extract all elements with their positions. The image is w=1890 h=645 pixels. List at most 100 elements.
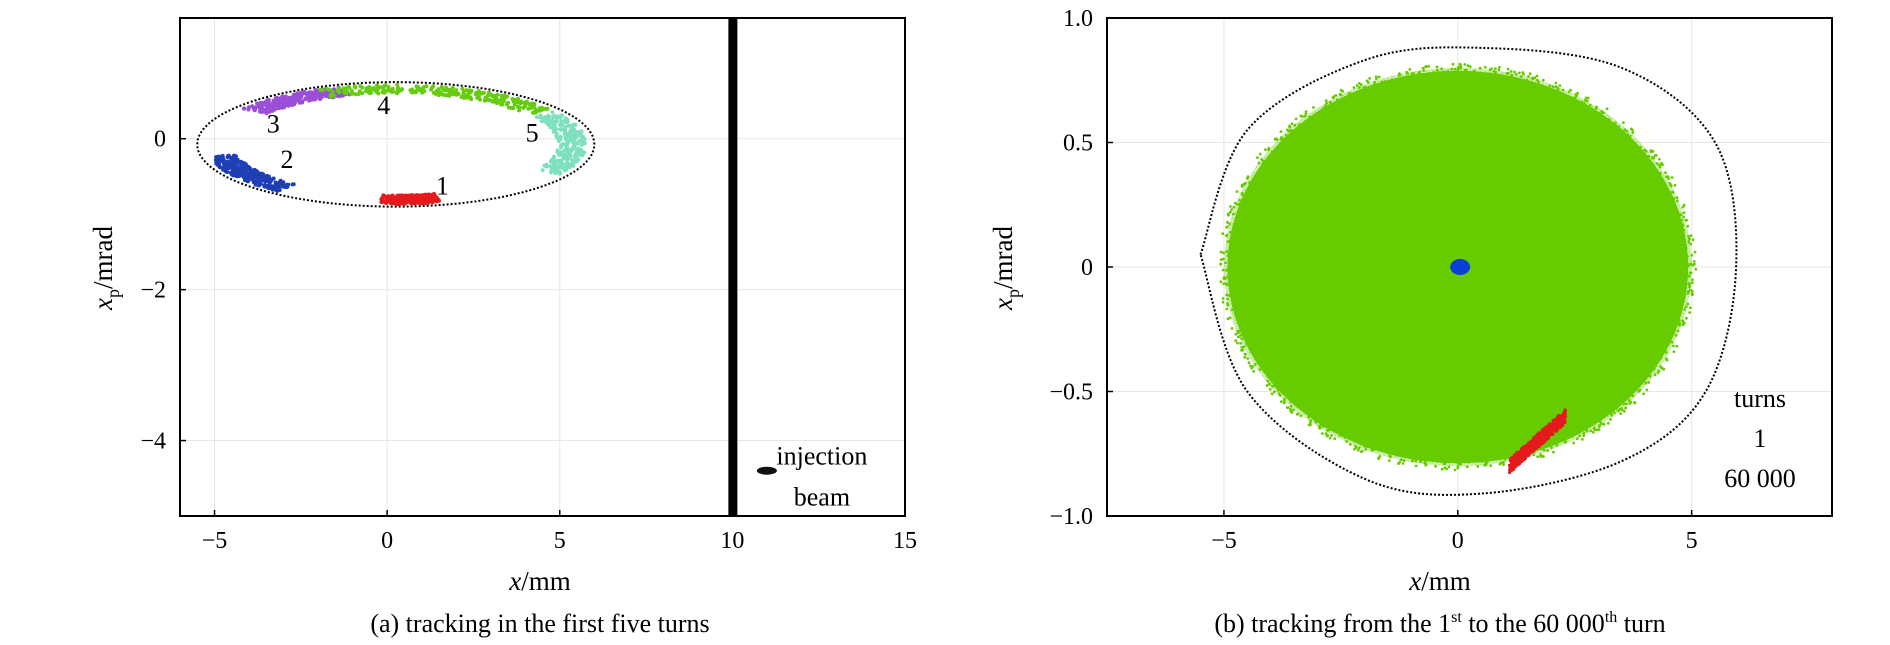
- turn-5-particle: [565, 132, 570, 136]
- injection-label: injection: [776, 442, 867, 471]
- particle: [1363, 85, 1366, 89]
- turn-2-particle: [225, 170, 230, 174]
- turn-5-particle: [554, 116, 559, 120]
- turn-1-particle: [1541, 431, 1545, 435]
- particle: [1241, 331, 1245, 335]
- particle: [1294, 117, 1298, 121]
- particle: [1654, 360, 1658, 364]
- panel-a-caption: (a) tracking in the first five turns: [370, 609, 709, 638]
- turn-5-particle: [572, 122, 577, 127]
- turn-2-particle: [234, 173, 238, 178]
- turn-5-particle: [568, 152, 573, 157]
- particle: [1359, 83, 1363, 87]
- particle: [1673, 183, 1677, 187]
- turn-4-particle: [465, 95, 470, 100]
- particle: [1296, 412, 1300, 416]
- turn-4-particle: [396, 86, 401, 91]
- turn-2-particle: [282, 185, 287, 189]
- particle: [1686, 224, 1690, 228]
- particle: [1301, 405, 1304, 409]
- particle: [1551, 85, 1555, 88]
- particle: [1584, 96, 1588, 100]
- turn-3-arc: [241, 85, 352, 116]
- particle: [1293, 123, 1297, 127]
- turn-5-particle: [554, 127, 559, 131]
- particle: [1251, 344, 1255, 348]
- particle: [1683, 275, 1686, 278]
- turn-1-particle: [1534, 444, 1538, 448]
- y-tick-label: −4: [140, 429, 166, 455]
- turn-4-particle: [349, 88, 354, 93]
- particle: [1333, 437, 1337, 441]
- particle: [1270, 150, 1274, 154]
- particle: [1626, 133, 1629, 137]
- legend-entry-turn-1: 1: [1754, 424, 1767, 453]
- turn-4-particle: [395, 82, 400, 87]
- turn-4-particle: [510, 97, 515, 101]
- particle: [1682, 288, 1686, 292]
- y-tick-label: 0.5: [1063, 131, 1093, 157]
- particle: [1235, 213, 1239, 216]
- turn-1-particle: [417, 200, 421, 205]
- particle: [1357, 446, 1361, 450]
- turn-5-particle: [581, 138, 586, 143]
- particle: [1664, 350, 1668, 354]
- particle: [1226, 240, 1230, 244]
- particle: [1416, 73, 1420, 77]
- particle: [1684, 272, 1687, 276]
- particle: [1402, 459, 1406, 462]
- particle: [1569, 88, 1573, 92]
- particle: [1617, 409, 1620, 413]
- turn-2-particle: [247, 175, 252, 180]
- turn-label-2: 2: [281, 145, 294, 174]
- particle: [1453, 67, 1457, 71]
- particle: [1673, 213, 1676, 217]
- turn-1-particle: [1559, 421, 1563, 425]
- turn-5-particle: [555, 148, 560, 153]
- particle: [1576, 100, 1580, 103]
- particle: [1377, 75, 1381, 79]
- particle: [1555, 444, 1559, 447]
- turn-4-particle: [448, 87, 453, 92]
- particle: [1443, 466, 1447, 469]
- particle: [1339, 432, 1343, 436]
- particle: [1342, 97, 1346, 100]
- y-tick-label: 1.0: [1063, 6, 1093, 32]
- particle: [1644, 149, 1648, 153]
- particle: [1388, 454, 1392, 458]
- particle: [1405, 78, 1409, 82]
- particle: [1688, 285, 1691, 289]
- turn-1-particle: [1545, 436, 1549, 440]
- particle: [1632, 385, 1636, 389]
- turn-3-particle: [241, 106, 246, 111]
- particle: [1247, 339, 1251, 343]
- particle: [1651, 156, 1654, 160]
- turn-4-particle: [374, 89, 379, 94]
- particle: [1588, 103, 1592, 107]
- turn-2-particle: [249, 170, 254, 175]
- particle: [1373, 80, 1377, 84]
- y-tick-label: −1.0: [1049, 504, 1093, 530]
- particle: [1391, 451, 1395, 455]
- particle: [1239, 333, 1243, 337]
- turn-1-particle: [1551, 419, 1555, 423]
- turn-3-particle: [317, 92, 322, 96]
- particle: [1681, 241, 1685, 245]
- particle: [1499, 461, 1503, 465]
- particle: [1674, 316, 1677, 319]
- turn-5-particle: [579, 143, 584, 147]
- particle: [1237, 310, 1241, 314]
- turn-3-particle: [290, 101, 295, 106]
- turn-4-particle: [367, 90, 372, 95]
- particle: [1257, 161, 1261, 165]
- particle: [1664, 357, 1668, 360]
- particle: [1447, 74, 1451, 78]
- particle: [1277, 392, 1281, 395]
- particle: [1317, 114, 1320, 118]
- particle: [1221, 232, 1225, 236]
- turn-3-particle: [271, 102, 276, 107]
- particle: [1495, 454, 1499, 458]
- particle: [1241, 193, 1245, 197]
- particle: [1255, 176, 1259, 180]
- particle: [1586, 96, 1590, 100]
